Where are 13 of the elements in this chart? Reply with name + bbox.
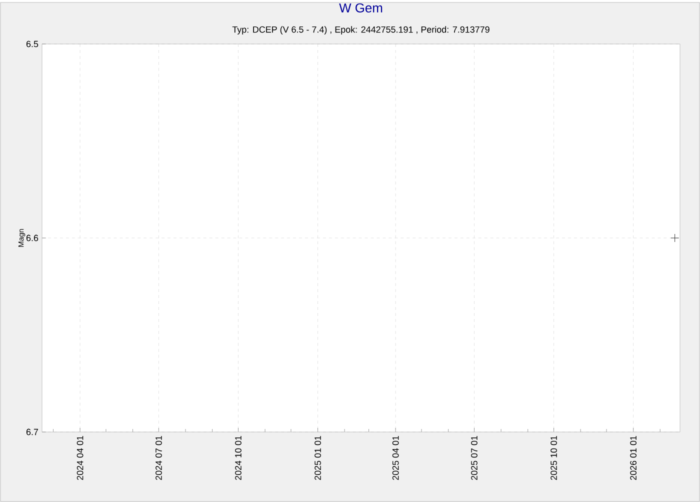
- chart-subtitle: Typ: DCEP (V 6.5 - 7.4) , Epok: 2442755.191 , Period: 7.913779: [232, 26, 490, 34]
- x-tick-label: 2026 01 01: [630, 436, 637, 480]
- x-tick-label: 2024 07 01: [156, 436, 162, 480]
- y-tick-label: 6.7: [26, 428, 38, 436]
- x-tick-label: 2025 01 01: [314, 436, 321, 480]
- y-tick-label: 6.6: [26, 234, 38, 242]
- x-tick-label: 2025 07 01: [471, 436, 478, 480]
- x-tick-label: 2024 10 01: [235, 436, 242, 480]
- x-tick-label: 2025 10 01: [550, 436, 557, 480]
- x-tick-label: 2024 04 01: [76, 436, 84, 480]
- y-tick-label: 6.5: [26, 40, 38, 48]
- chart-title: W Gem: [339, 3, 382, 12]
- x-tick-label: 2025 04 01: [392, 436, 399, 480]
